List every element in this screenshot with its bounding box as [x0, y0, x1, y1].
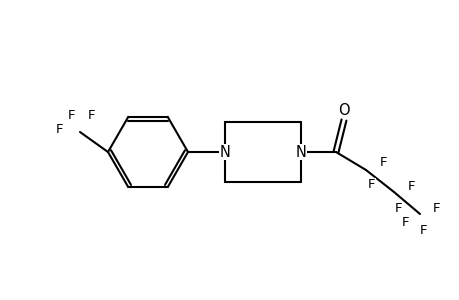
- Text: F: F: [380, 155, 387, 169]
- Text: F: F: [401, 215, 409, 229]
- Text: F: F: [88, 109, 95, 122]
- Text: N: N: [219, 145, 230, 160]
- Text: F: F: [420, 224, 427, 238]
- Text: F: F: [408, 179, 415, 193]
- Text: N: N: [295, 145, 306, 160]
- Text: F: F: [368, 178, 375, 191]
- Text: F: F: [432, 202, 440, 215]
- Text: F: F: [394, 202, 402, 214]
- Text: F: F: [68, 109, 76, 122]
- Text: F: F: [56, 122, 64, 136]
- Text: O: O: [337, 103, 349, 118]
